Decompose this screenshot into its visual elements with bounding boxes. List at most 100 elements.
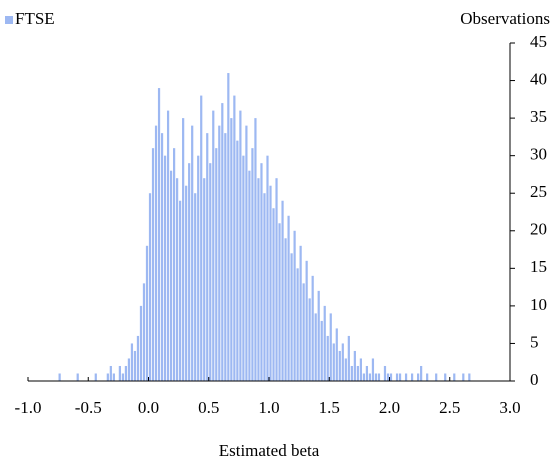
bar	[230, 118, 233, 381]
bar	[374, 373, 378, 381]
bar	[398, 373, 402, 381]
bar	[142, 283, 146, 381]
bar	[323, 305, 326, 381]
x-axis-label: Estimated beta	[219, 441, 320, 460]
bar	[462, 373, 465, 381]
bar	[212, 110, 215, 381]
bar	[377, 373, 381, 381]
bar	[145, 245, 149, 381]
bar	[426, 373, 429, 381]
y-tick-label: 10	[530, 295, 547, 314]
bar	[410, 373, 414, 381]
bar	[278, 223, 281, 381]
bar	[118, 365, 121, 381]
bar	[58, 373, 61, 381]
bar	[359, 358, 362, 381]
bar	[341, 343, 344, 381]
bar	[386, 373, 390, 381]
bar	[169, 170, 173, 381]
bar	[311, 275, 314, 381]
bar	[368, 373, 372, 381]
bar	[176, 178, 179, 381]
bar	[148, 193, 152, 381]
bar	[320, 320, 323, 381]
bar	[383, 365, 387, 381]
bar	[257, 178, 260, 381]
bar	[317, 290, 320, 381]
bar	[329, 313, 332, 381]
bar	[185, 185, 188, 381]
bar	[314, 313, 317, 381]
bar	[242, 155, 245, 381]
bar	[326, 335, 329, 381]
bar	[236, 140, 239, 381]
y-tick-label: 15	[530, 257, 547, 276]
bar	[227, 73, 230, 382]
x-tick-label: 1.0	[258, 398, 279, 417]
bar	[245, 125, 248, 381]
bar	[139, 305, 143, 381]
y-tick-label: 45	[530, 32, 547, 51]
bar	[269, 185, 272, 381]
bar	[332, 343, 335, 381]
bar	[453, 373, 456, 381]
bar	[224, 133, 227, 381]
bar	[194, 193, 197, 381]
bar	[121, 373, 124, 381]
bar	[215, 148, 218, 381]
bar	[221, 103, 224, 381]
bar	[468, 373, 471, 381]
bar	[76, 373, 79, 381]
bar	[350, 365, 353, 381]
bar	[299, 245, 302, 381]
x-tick-label: 2.0	[379, 398, 400, 417]
bar	[302, 283, 305, 381]
bar	[344, 358, 347, 381]
bar	[188, 163, 191, 381]
bar	[248, 170, 251, 381]
bar	[203, 178, 206, 381]
bar	[154, 125, 158, 381]
bar	[293, 230, 296, 381]
bar	[166, 110, 170, 381]
bar	[200, 95, 203, 382]
bar	[284, 238, 287, 381]
bar	[112, 373, 115, 381]
bar	[308, 298, 311, 381]
bar	[179, 200, 182, 381]
bar	[127, 358, 131, 381]
bar	[338, 350, 341, 381]
bar	[347, 335, 350, 381]
bar	[435, 373, 438, 381]
legend-marker	[5, 16, 13, 24]
bar	[124, 365, 128, 381]
bar	[296, 268, 299, 381]
legend-label: FTSE	[15, 9, 55, 28]
x-tick-label: 2.5	[439, 398, 460, 417]
bar	[287, 215, 290, 381]
bar	[365, 365, 369, 381]
bar	[417, 373, 420, 381]
bar	[260, 163, 263, 381]
bar	[209, 163, 212, 381]
x-tick-label: 0.0	[138, 398, 159, 417]
bar	[130, 343, 134, 381]
y-axis-label: Observations	[460, 9, 550, 28]
bar	[362, 373, 365, 381]
bar	[263, 193, 266, 381]
y-tick-label: 5	[530, 332, 539, 351]
bar	[389, 373, 393, 381]
bar	[281, 200, 284, 381]
bar	[191, 125, 194, 381]
y-tick-label: 35	[530, 107, 547, 126]
bar	[197, 155, 200, 381]
y-tick-label: 20	[530, 220, 547, 239]
bar	[371, 358, 375, 381]
bar	[305, 260, 308, 381]
bar	[251, 148, 254, 381]
bar	[404, 373, 408, 381]
bar	[109, 365, 112, 381]
bar	[160, 133, 164, 381]
bar	[254, 118, 257, 381]
x-tick-label: -0.5	[75, 398, 102, 417]
